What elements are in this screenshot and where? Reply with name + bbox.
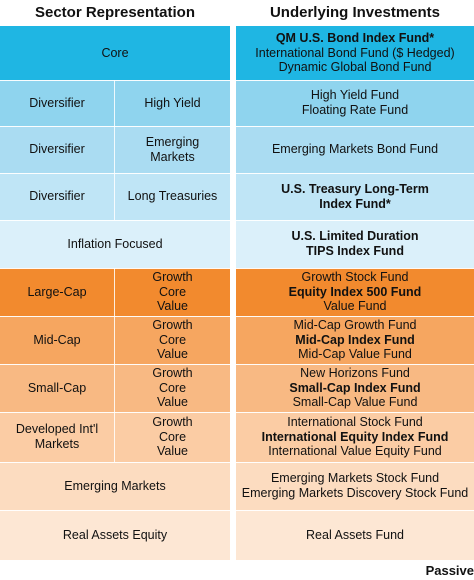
row-divider <box>0 462 474 463</box>
sub-sector-cell: Growth Core Value <box>114 412 230 462</box>
fund-name: International Stock Fund <box>287 415 423 430</box>
fund-name: Mid-Cap Value Fund <box>298 347 412 362</box>
sector-cell: Developed Int'l Markets <box>0 412 114 462</box>
sector-cell: Diversifier <box>0 173 114 220</box>
investments-cell: Real Assets Fund <box>236 510 474 560</box>
fund-name: Mid-Cap Growth Fund <box>293 318 417 333</box>
sector-cell: Core <box>0 26 230 80</box>
row-divider <box>0 364 474 365</box>
row-divider <box>0 510 474 511</box>
header-underlying-investments: Underlying Investments <box>269 4 441 21</box>
table-row: Diversifier Long Treasuries U.S. Treasury … <box>0 173 474 220</box>
fund-name: QM U.S. Bond Index Fund* <box>275 31 435 46</box>
sub-sector-label: Growth <box>152 270 193 285</box>
fund-name: International Bond Fund ($ Hedged) <box>255 45 455 60</box>
sub-sector-label: Value <box>156 444 189 459</box>
fund-name: Growth Stock Fund <box>301 270 409 285</box>
investments-cell: Growth Stock Fund Equity Index 500 Fund Va… <box>236 268 474 316</box>
sub-sector-label: Markets <box>150 149 195 164</box>
sub-sector-label: Long Treasuries <box>127 189 218 204</box>
sub-sector-label: Core <box>158 429 187 444</box>
sub-sector-label: Value <box>156 347 189 362</box>
fund-name: Emerging Markets Bond Fund <box>271 142 439 157</box>
footer-label: Passive <box>425 563 474 578</box>
table-row: Mid-Cap Growth Core Value Mid-Cap Growth Fun… <box>0 316 474 364</box>
fund-name: TIPS Index Fund <box>306 244 404 258</box>
sector-cell: Emerging Markets <box>0 462 230 510</box>
sub-sector-label: Core <box>158 284 187 299</box>
table-row: Small-Cap Growth Core Value New Horizons Fun… <box>0 364 474 412</box>
sub-sector-label: Core <box>158 380 187 395</box>
sector-cell: Diversifier <box>0 80 114 126</box>
sub-sector-label: Growth <box>152 318 193 333</box>
fund-name: Emerging Markets Stock Fund <box>270 471 440 486</box>
fund-name: Emerging Markets Discovery Stock Fund <box>241 486 469 500</box>
investments-cell: New Horizons Fund Small-Cap Index Fund Sma… <box>236 364 474 412</box>
sector-cell: Small-Cap <box>0 364 114 412</box>
fund-name: Value Fund <box>323 299 387 314</box>
fund-name: Small-Cap Index Fund <box>289 380 421 395</box>
fund-name: Floating Rate Fund <box>301 103 409 117</box>
row-divider <box>0 80 474 81</box>
row-divider <box>0 268 474 269</box>
table-row: Diversifier Emerging Markets Emerging Marke… <box>0 126 474 173</box>
header-sector-representation: Sector Representation <box>34 4 196 21</box>
investments-cell: U.S. Limited Duration TIPS Index Fund <box>236 220 474 268</box>
fund-name: International Value Equity Fund <box>268 444 442 459</box>
sub-sector-label: Value <box>156 395 189 410</box>
sector-cell: Inflation Focused <box>0 220 230 268</box>
fund-name: Index Fund* <box>319 196 391 211</box>
row-divider <box>0 412 474 413</box>
fund-name: New Horizons Fund <box>300 366 410 381</box>
sub-sector-label: Core <box>158 332 187 347</box>
table-row: Inflation Focused U.S. Limited Duration TI… <box>0 220 474 268</box>
sector-cell: Real Assets Equity <box>0 510 230 560</box>
table-row: Large-Cap Growth Core Value Growth Stock Fun… <box>0 268 474 316</box>
investments-cell: QM U.S. Bond Index Fund* International Bo… <box>236 26 474 80</box>
sub-sector-cell: Growth Core Value <box>114 268 230 316</box>
row-divider <box>0 220 474 221</box>
sub-sector-label: Value <box>156 299 189 314</box>
fund-name: Small-Cap Value Fund <box>292 395 418 410</box>
table-row: Real Assets Equity Real Assets Fund <box>0 510 474 560</box>
investments-cell: Emerging Markets Stock Fund Emerging Mark… <box>236 462 474 510</box>
sub-sector-label: Growth <box>152 366 193 381</box>
table-row: Diversifier High Yield High Yield Fund Floa… <box>0 80 474 126</box>
sub-sector-label: Emerging <box>145 134 200 149</box>
sub-sector-cell: Emerging Markets <box>114 126 230 173</box>
fund-name: Real Assets Fund <box>306 527 404 542</box>
row-divider <box>0 316 474 317</box>
sub-sector-label: Growth <box>152 415 193 430</box>
investments-cell: Mid-Cap Growth Fund Mid-Cap Index Fund Mid… <box>236 316 474 364</box>
fund-name: Equity Index 500 Fund <box>288 284 422 299</box>
sector-cell: Mid-Cap <box>0 316 114 364</box>
investments-cell: U.S. Treasury Long-Term Index Fund* <box>236 173 474 220</box>
fund-name: U.S. Treasury Long-Term <box>281 181 429 196</box>
table-row: Developed Int'l Markets Growth Core Value In… <box>0 412 474 462</box>
sub-sector-label: High Yield <box>144 95 201 110</box>
sub-sector-cell: High Yield <box>114 80 230 126</box>
fund-name: Dynamic Global Bond Fund <box>278 60 432 75</box>
sector-cell: Large-Cap <box>0 268 114 316</box>
row-divider <box>0 126 474 127</box>
investments-cell: Emerging Markets Bond Fund <box>236 126 474 173</box>
table-row: Emerging Markets Emerging Markets Stock F… <box>0 462 474 510</box>
fund-name: U.S. Limited Duration <box>291 229 419 244</box>
investments-cell: International Stock Fund International Eq… <box>236 412 474 462</box>
fund-name: International Equity Index Fund <box>261 429 449 444</box>
row-divider <box>0 173 474 174</box>
sub-sector-cell: Growth Core Value <box>114 364 230 412</box>
sector-cell: Diversifier <box>0 126 114 173</box>
sub-sector-cell: Growth Core Value <box>114 316 230 364</box>
fund-name: Mid-Cap Index Fund <box>295 332 415 347</box>
table-row: Core QM U.S. Bond Index Fund* Internationa… <box>0 26 474 80</box>
investments-cell: High Yield Fund Floating Rate Fund <box>236 80 474 126</box>
sub-sector-cell: Long Treasuries <box>114 173 230 220</box>
fund-name: High Yield Fund <box>310 88 400 103</box>
